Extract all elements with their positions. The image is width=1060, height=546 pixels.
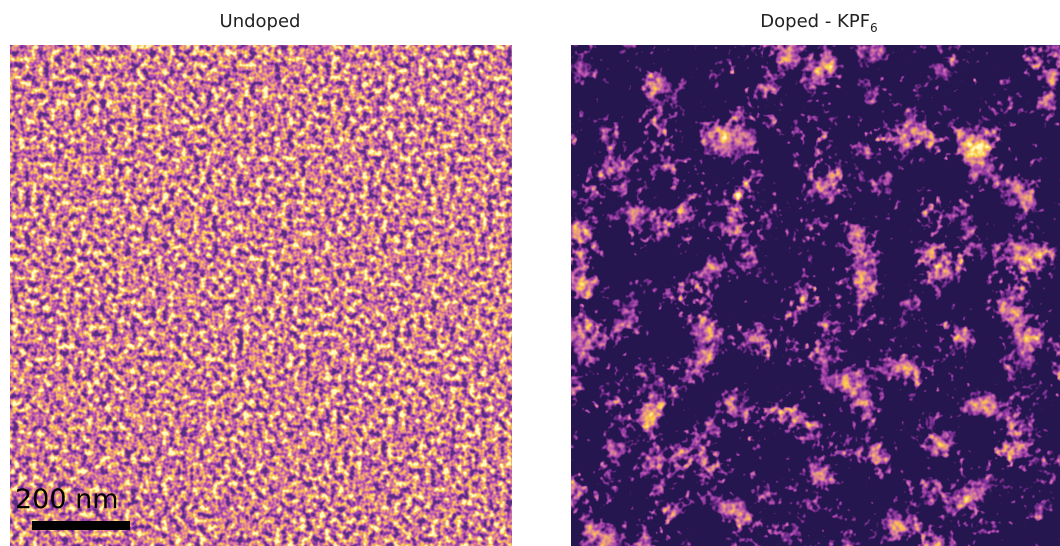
title-subscript: 6 <box>870 21 878 35</box>
micrograph <box>571 45 1060 546</box>
title-text: Doped - KPF <box>760 11 870 32</box>
panel-title: Undoped <box>220 11 301 32</box>
scale-bar-label: 200 nm <box>15 484 119 515</box>
figure: Undoped 200 nm Doped - KPF6 <box>0 0 1060 546</box>
scale-bar <box>32 521 130 530</box>
page: Undoped 200 nm Doped - KPF6 (() => { con… <box>0 0 1060 546</box>
micrograph <box>10 45 512 546</box>
panel-title: Doped - KPF6 <box>760 11 877 35</box>
